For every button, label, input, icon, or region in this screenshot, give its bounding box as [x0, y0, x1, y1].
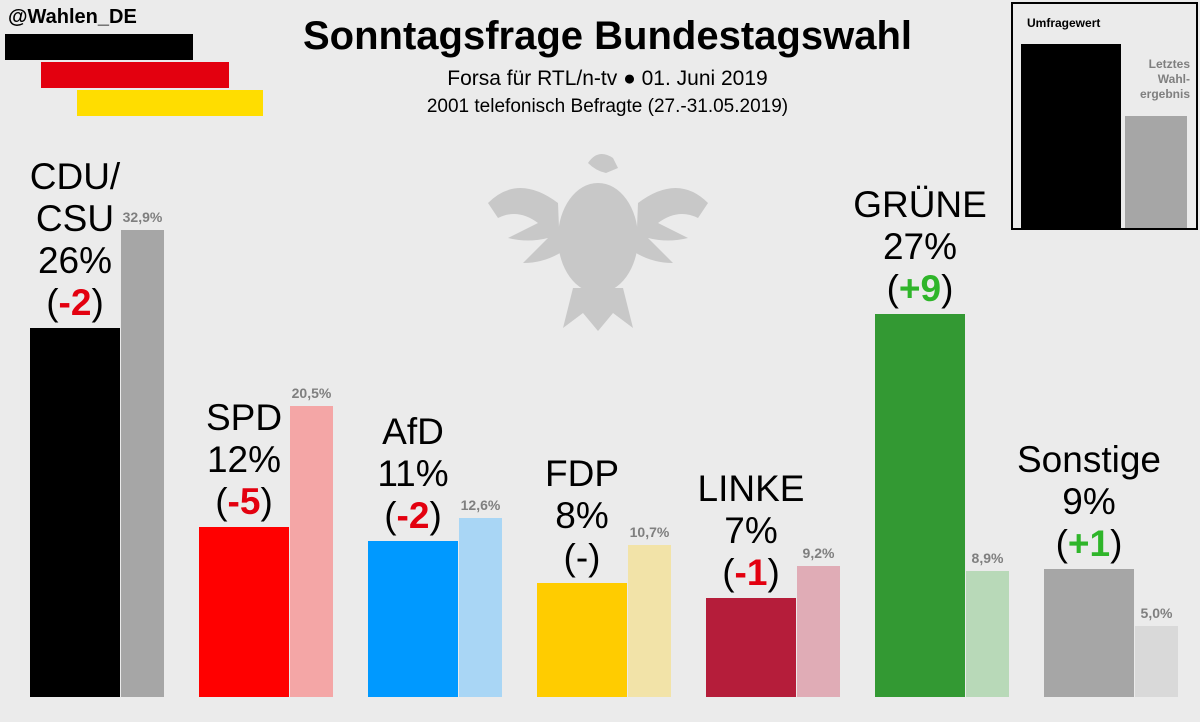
- legend-previous-line-1: Letztes: [1148, 57, 1190, 71]
- party-label-cducsu: CDU/CSU 26% (-2): [30, 156, 120, 324]
- party-name-afd: AfD: [382, 410, 444, 452]
- bar-previous-linke: [797, 566, 840, 697]
- legend-previous-swatch: [1125, 116, 1187, 228]
- party-change-cducsu: (-2): [46, 281, 104, 323]
- party-name-spd: SPD: [205, 396, 283, 438]
- party-change-sonstige: (+1): [1055, 523, 1123, 565]
- party-label-grüne: GRÜNE 27% (+9): [853, 184, 987, 310]
- previous-value-label-linke: 9,2%: [802, 545, 835, 562]
- bar-previous-afd: [459, 518, 502, 697]
- flag-stripe-gold: [77, 90, 263, 116]
- legend-current-swatch: [1021, 44, 1121, 228]
- party-label-fdp: FDP 8% (-): [545, 453, 619, 579]
- legend-previous-label: Letztes Wahl- ergebnis: [1120, 57, 1190, 102]
- legend-box: Umfragewert Letztes Wahl- ergebnis: [1011, 2, 1198, 230]
- chart-title: Sonntagsfrage Bundestagswahl: [303, 14, 912, 58]
- bar-previous-cducsu: [121, 229, 164, 697]
- bar-previous-spd: [290, 405, 333, 697]
- party-name-sonstige: Sonstige: [1017, 439, 1161, 481]
- party-change-afd: (-2): [384, 494, 442, 536]
- previous-value-label-afd: 12,6%: [460, 497, 501, 514]
- previous-value-label-cducsu: 32,9%: [122, 208, 163, 225]
- party-name-grüne: GRÜNE: [853, 183, 987, 225]
- bar-current-linke: [706, 597, 796, 697]
- bar-current-fdp: [537, 583, 627, 697]
- party-value-cducsu: 26%: [37, 239, 113, 281]
- flag-stripe-red: [41, 62, 229, 88]
- bar-previous-grüne: [966, 570, 1009, 697]
- bar-current-afd: [368, 540, 458, 697]
- party-change-fdp: (-): [563, 537, 601, 579]
- bar-current-sonstige: [1044, 569, 1134, 697]
- party-change-linke: (-1): [722, 551, 780, 593]
- party-value-fdp: 8%: [555, 495, 609, 537]
- previous-value-label-fdp: 10,7%: [629, 524, 670, 541]
- party-name-cducsu-1: CDU/: [29, 155, 121, 197]
- legend-current-label: Umfragewert: [1027, 16, 1101, 30]
- party-label-spd: SPD 12% (-5): [206, 397, 282, 523]
- twitter-handle: @Wahlen_DE: [8, 6, 137, 28]
- previous-value-label-grüne: 8,9%: [971, 549, 1004, 566]
- bar-previous-fdp: [628, 545, 671, 697]
- bar-previous-sonstige: [1135, 626, 1178, 697]
- party-label-sonstige: Sonstige 9% (+1): [1017, 439, 1161, 565]
- party-label-afd: AfD 11% (-2): [377, 411, 448, 537]
- party-change-grüne: (+9): [886, 267, 954, 309]
- party-value-spd: 12%: [206, 438, 282, 480]
- party-name-cducsu-2: CSU: [35, 197, 115, 239]
- bar-current-spd: [199, 526, 289, 697]
- federal-eagle-icon: [488, 154, 708, 331]
- party-value-afd: 11%: [377, 452, 449, 494]
- bar-current-grüne: [875, 313, 965, 697]
- party-label-linke: LINKE 7% (-1): [698, 468, 805, 594]
- flag-stripe-black: [5, 34, 193, 60]
- chart-subtitle: Forsa für RTL/n-tv ● 01. Juni 2019: [447, 67, 768, 90]
- party-value-grüne: 27%: [882, 225, 958, 267]
- legend-previous-line-3: ergebnis: [1139, 87, 1190, 101]
- party-name-linke: LINKE: [697, 467, 805, 509]
- bar-current-cducsu: [30, 327, 120, 697]
- legend-previous-line-2: Wahl-: [1157, 72, 1190, 86]
- party-value-linke: 7%: [724, 509, 778, 551]
- previous-value-label-sonstige: 5,0%: [1140, 605, 1173, 621]
- party-name-fdp: FDP: [545, 453, 619, 495]
- party-change-spd: (-5): [215, 480, 273, 522]
- party-value-sonstige: 9%: [1062, 481, 1116, 523]
- previous-value-label-spd: 20,5%: [291, 384, 332, 401]
- chart-subtitle-sample: 2001 telefonisch Befragte (27.-31.05.201…: [426, 96, 789, 117]
